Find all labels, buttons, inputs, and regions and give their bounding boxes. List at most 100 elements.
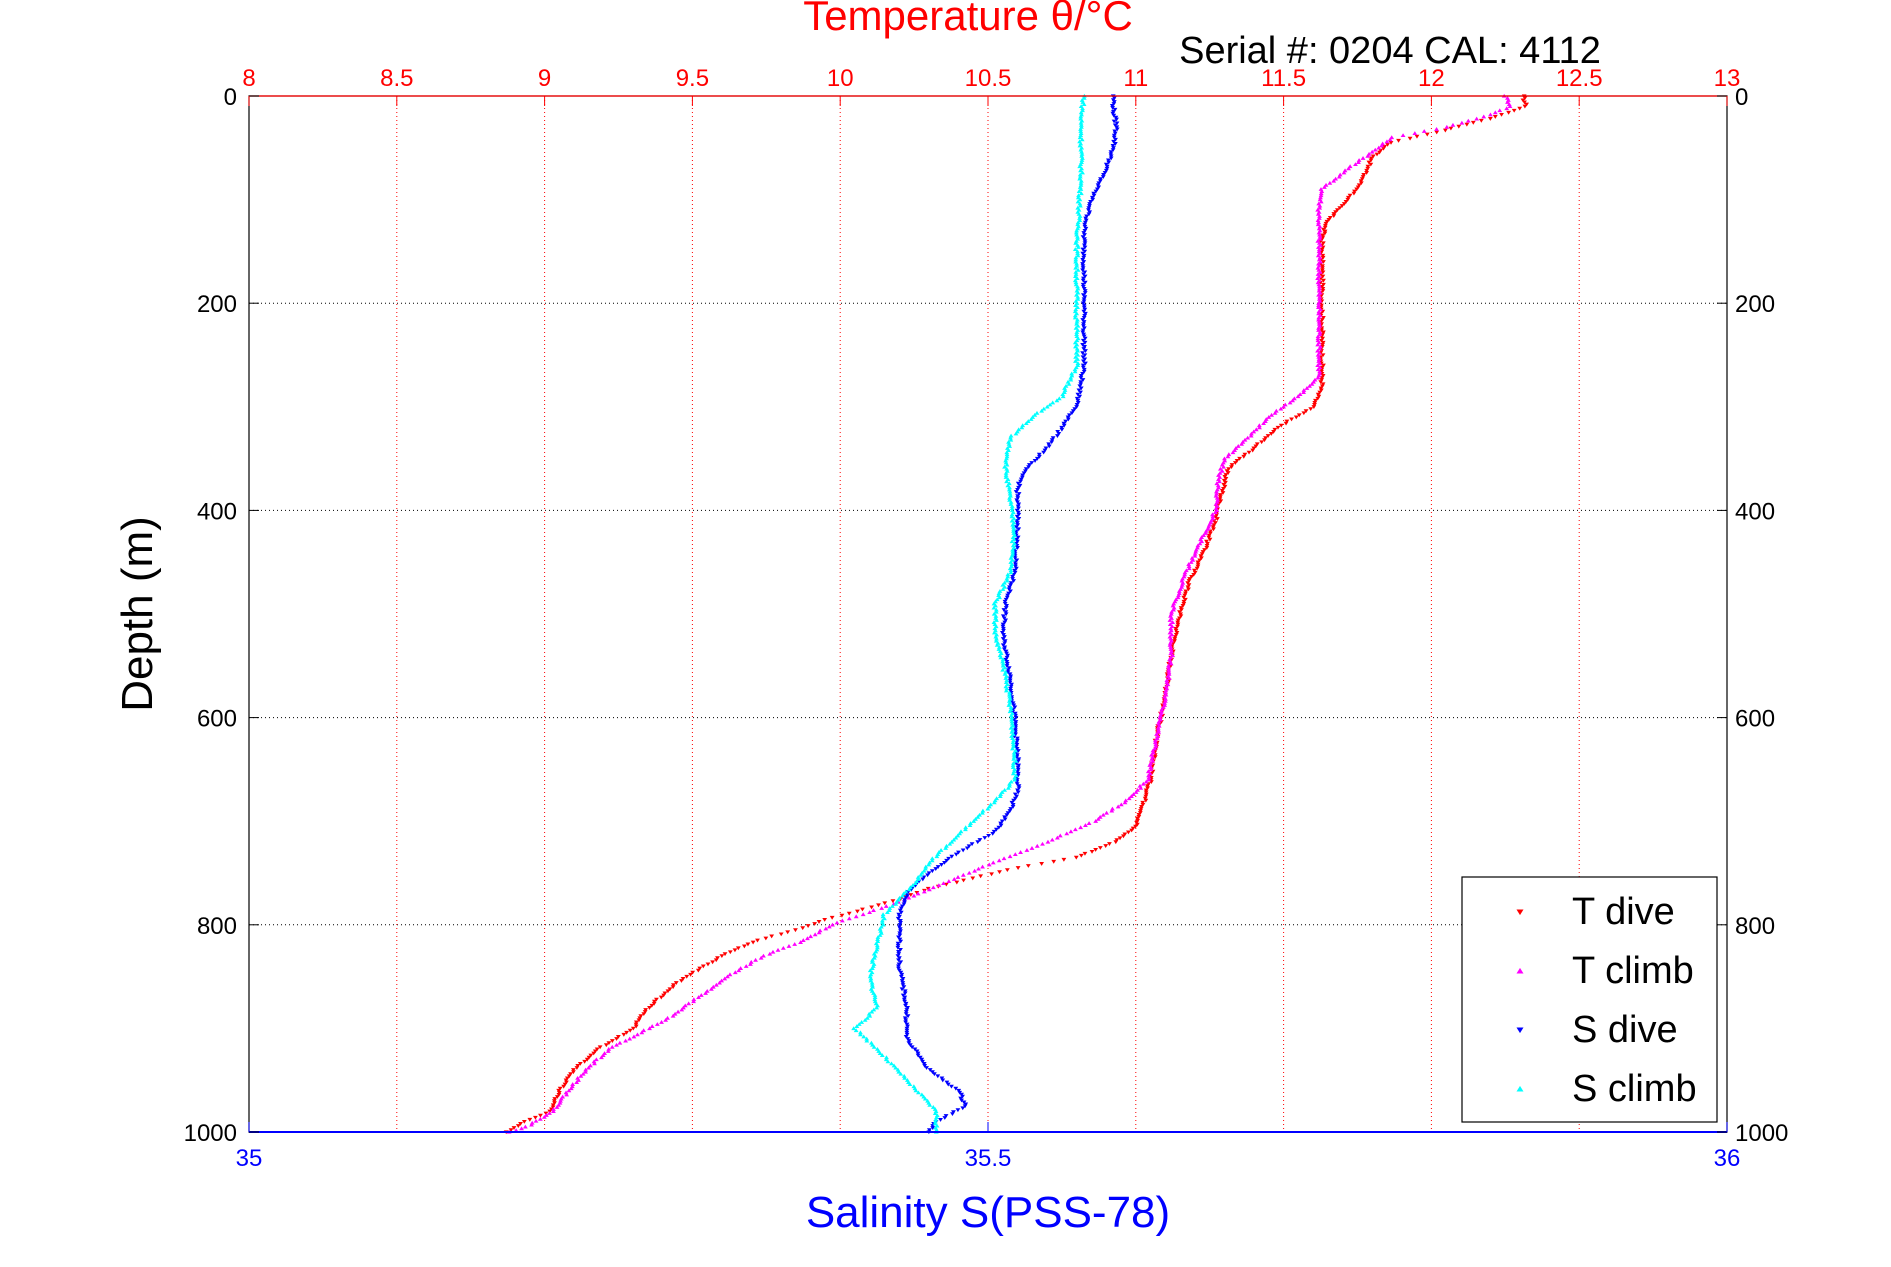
data-point [869,982,875,987]
data-point [933,1117,939,1122]
data-point [1499,112,1504,117]
data-point [1079,151,1085,156]
data-point [1016,506,1021,511]
data-point [1076,193,1081,198]
data-point [911,893,917,898]
data-point [1075,267,1081,272]
data-point [603,1043,609,1048]
data-point [1075,294,1081,299]
data-point [1368,158,1374,163]
temperature-tick-label: 8.5 [380,65,413,92]
data-point [1319,247,1325,252]
data-point [1015,494,1021,499]
data-point [1212,510,1218,515]
data-point [563,1090,569,1095]
data-point [860,907,865,912]
data-point [1008,686,1013,691]
data-point [895,916,901,921]
data-point [1080,235,1086,240]
data-point [1086,208,1091,213]
data-point [562,1082,568,1087]
data-point [741,944,747,949]
data-point [868,972,874,977]
data-point [899,904,905,909]
data-point [1203,528,1209,533]
data-point [896,962,902,967]
data-point [1195,562,1201,567]
data-point [949,839,955,844]
data-point [950,1112,955,1117]
data-point [1073,354,1078,359]
data-point [1074,317,1080,322]
data-point [1000,659,1006,664]
data-point [1087,202,1093,206]
data-point [808,934,814,939]
data-point [1253,427,1259,432]
data-point [673,981,679,985]
data-point [1047,402,1053,407]
data-point [960,1106,966,1111]
data-point [921,889,927,894]
data-point [641,1028,647,1033]
data-point [1081,305,1087,310]
data-point [1145,784,1150,789]
data-point [1246,450,1252,455]
data-point [906,895,912,900]
data-point [647,1006,652,1010]
data-point [1456,124,1462,129]
data-point [1015,496,1021,501]
data-point [1078,178,1084,183]
data-point [1478,118,1484,123]
data-point [654,997,659,1002]
data-point [853,1028,859,1033]
data-point [922,1096,928,1101]
data-point [906,1041,912,1046]
data-point [1327,216,1333,220]
depth-tick-label-left: 400 [197,498,237,525]
data-point [527,1117,533,1122]
data-point [1385,142,1390,147]
data-point [727,950,733,955]
data-point [1034,410,1040,415]
data-point [963,1102,969,1107]
data-point [1007,485,1012,490]
data-point [975,840,981,845]
data-point [1278,406,1284,411]
data-point [1224,469,1230,474]
data-point [564,1076,570,1081]
data-point [1025,864,1031,868]
data-point [1075,284,1080,289]
legend-marker [1516,1027,1524,1034]
data-point [575,1064,581,1068]
data-point [1074,261,1080,266]
data-point [960,872,966,877]
data-point [955,874,961,879]
data-point [1318,199,1324,204]
data-point [1341,170,1347,175]
data-point [1001,608,1007,613]
data-point [1230,450,1236,455]
data-point [1204,543,1210,548]
data-point [1078,825,1084,830]
data-point [1320,340,1326,345]
data-point [1114,838,1120,843]
data-point [1078,390,1083,395]
data-point [1168,644,1174,649]
data-point [1179,608,1184,613]
data-point [917,1055,923,1060]
data-point [1012,570,1018,575]
data-point [1309,381,1315,386]
data-point [1003,688,1009,693]
chart-subtitle: Serial #: 0204 CAL: 4112 [1179,30,1601,72]
temperature-tick-label: 12 [1418,65,1445,92]
data-point [864,1015,870,1020]
data-point [1235,444,1241,448]
data-point [1197,541,1203,546]
data-point [1322,225,1328,230]
data-point [1111,113,1117,118]
data-point [1100,175,1106,179]
data-point [902,1016,908,1021]
data-point [939,863,944,867]
data-point [1012,796,1018,801]
data-point [1101,173,1106,177]
